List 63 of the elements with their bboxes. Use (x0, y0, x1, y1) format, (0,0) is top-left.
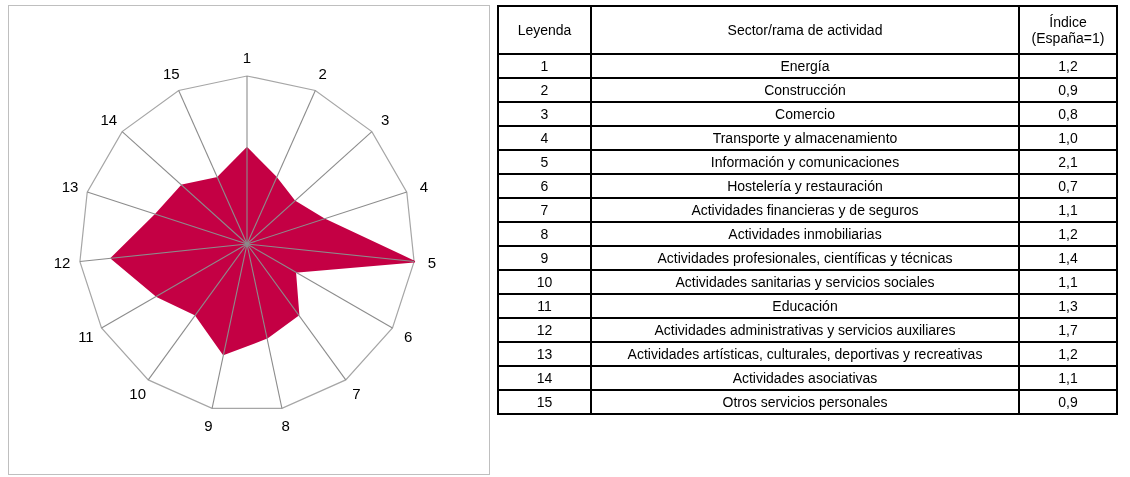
text: 1,7 (1019, 318, 1117, 342)
text: 1,4 (1019, 246, 1117, 270)
text: 2,1 (1019, 150, 1117, 174)
text: 1,1 (1019, 270, 1117, 294)
spoke-label: 2 (318, 65, 327, 83)
spoke-label: 15 (163, 65, 180, 83)
spoke-label: 11 (78, 328, 94, 345)
text: 0,9 (1019, 390, 1117, 414)
text: Leyenda (498, 6, 591, 54)
spoke-label: 10 (129, 385, 147, 403)
category-label: 5 (540, 154, 549, 170)
text: Actividades profesionales, científicas y técnicas (591, 246, 1019, 270)
category-label: 1 (540, 58, 549, 74)
text: Información y comunicaciones (591, 150, 1019, 174)
text: 1,1 (1019, 366, 1117, 390)
text: Educación (591, 294, 1019, 318)
text: Sector/rama de actividad (591, 6, 1019, 54)
spoke-label: 13 (61, 177, 79, 195)
text: Transporte y almacenamiento (591, 126, 1019, 150)
spoke-label: 8 (281, 416, 290, 434)
category-label: 4 (540, 130, 549, 146)
category-label: 14 (536, 370, 553, 386)
category-label: 8 (540, 226, 549, 242)
text: Comercio (591, 102, 1019, 126)
text: 1,2 (1019, 54, 1117, 78)
text: 0,8 (1019, 102, 1117, 126)
spoke-label: 9 (204, 416, 213, 434)
text: 1,1 (1019, 198, 1117, 222)
spoke-label: 14 (100, 110, 118, 128)
category-label: 15 (536, 394, 553, 410)
category-label: 9 (540, 250, 549, 266)
spoke-label: 4 (419, 177, 429, 195)
text: Actividades financieras y de seguros (591, 198, 1019, 222)
text: 1,3 (1019, 294, 1117, 318)
category-label: 2 (540, 82, 549, 98)
spoke-label: 12 (53, 254, 71, 272)
category-label: 13 (536, 346, 553, 362)
text: Actividades administrativas y servicios auxiliares (591, 318, 1019, 342)
text: Actividades artísticas, culturales, deportivas y recreativas (591, 342, 1019, 366)
text: 1,0 (1019, 126, 1117, 150)
spoke-label: 5 (427, 254, 437, 272)
text: 0,9 (1019, 78, 1117, 102)
text: Hostelería y restauración (591, 174, 1019, 198)
text: 1,2 (1019, 342, 1117, 366)
spoke-label: 1 (242, 49, 252, 66)
text: Otros servicios personales (591, 390, 1019, 414)
text: Actividades asociativas (591, 366, 1019, 390)
text: Índice (España=1) (1019, 6, 1117, 54)
spoke-label: 3 (381, 110, 390, 128)
text: Energía (591, 54, 1019, 78)
text: Actividades inmobiliarias (591, 222, 1019, 246)
text: Construcción (591, 78, 1019, 102)
category-label: 10 (536, 274, 553, 290)
spoke-label: 7 (352, 385, 361, 403)
category-label: 6 (540, 178, 549, 194)
category-label: 11 (537, 298, 552, 314)
spoke-label: 6 (403, 328, 413, 345)
text: Actividades sanitarias y servicios sociales (591, 270, 1019, 294)
category-label: 12 (536, 322, 553, 338)
text: 0,7 (1019, 174, 1117, 198)
text: 1,2 (1019, 222, 1117, 246)
category-label: 7 (540, 202, 549, 218)
category-label: 3 (540, 106, 549, 122)
